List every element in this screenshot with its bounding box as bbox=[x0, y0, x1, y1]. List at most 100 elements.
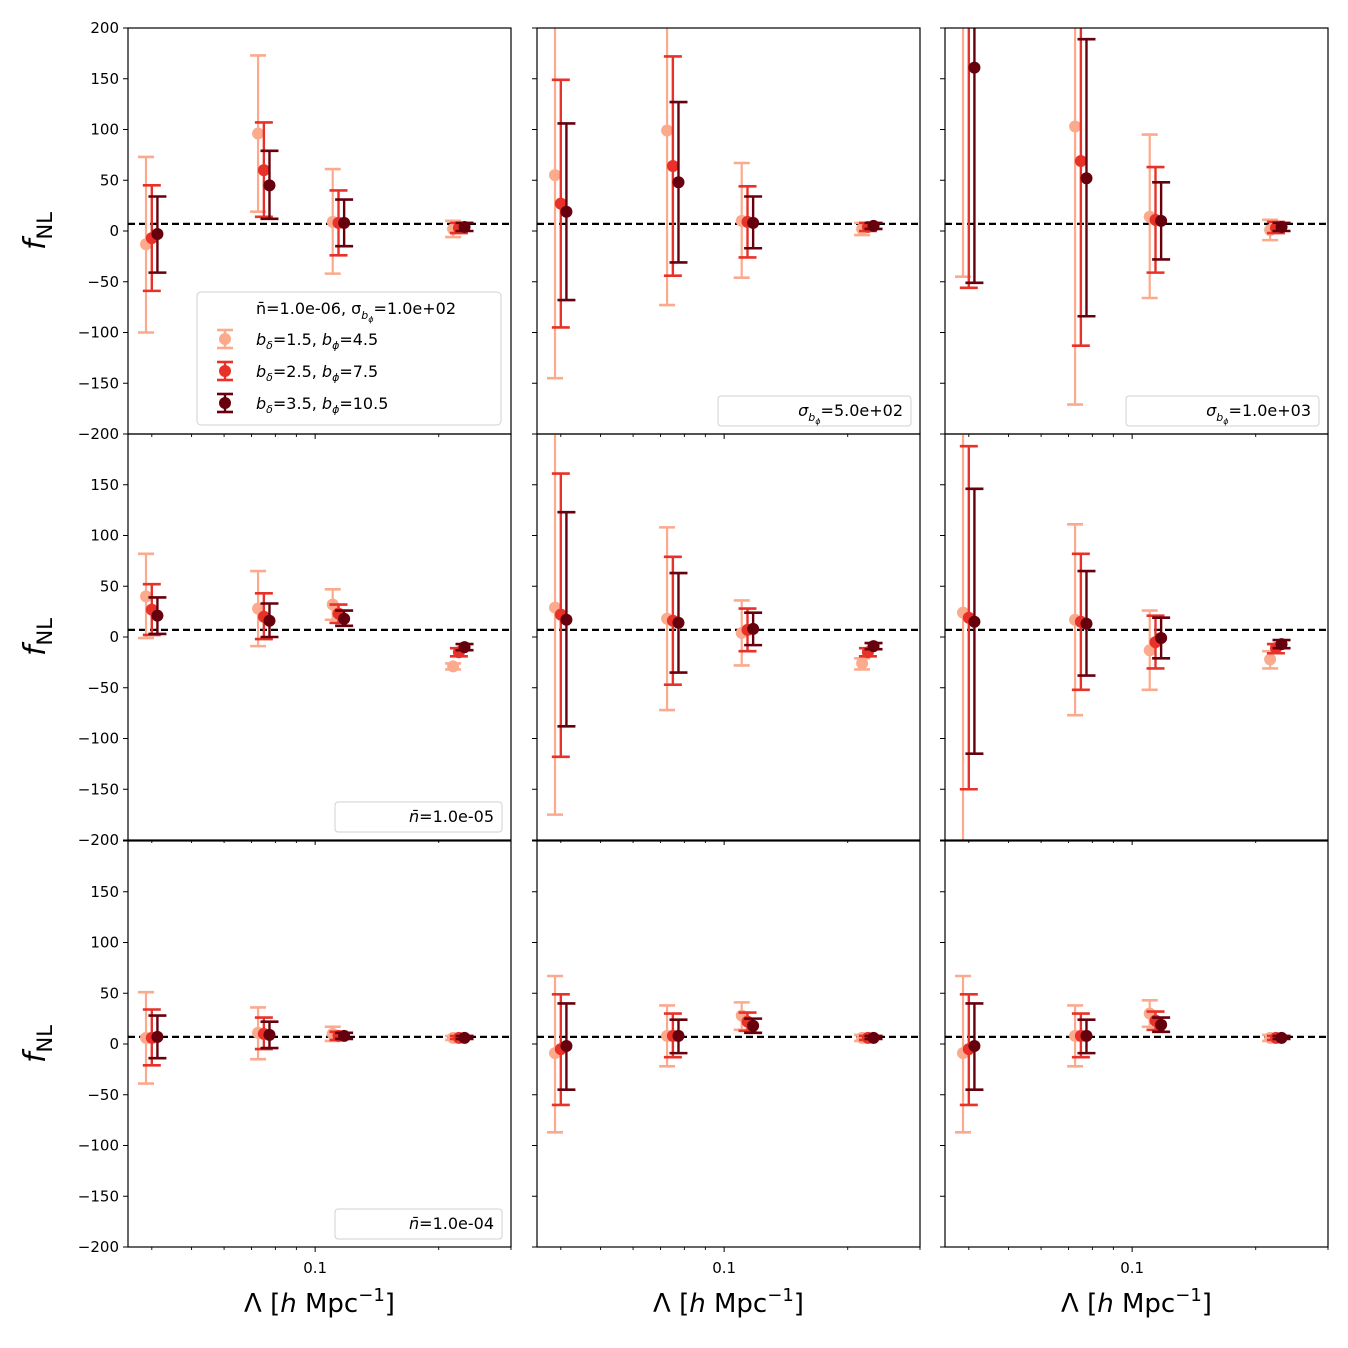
data-point bbox=[1069, 120, 1082, 133]
data-point bbox=[263, 1028, 276, 1041]
y-tick-label: −150 bbox=[78, 374, 119, 392]
sigma-subsubscript: ϕ bbox=[815, 417, 821, 426]
x-axis-label-unit: Mpc bbox=[1114, 1289, 1176, 1319]
sigma-symbol: σ bbox=[798, 401, 809, 420]
y-tick-label: −50 bbox=[87, 1086, 119, 1104]
x-axis-label-close: ] bbox=[1202, 1289, 1212, 1319]
data-point bbox=[747, 1019, 760, 1032]
y-tick-label: −100 bbox=[78, 730, 119, 748]
legend-b: b bbox=[256, 362, 266, 381]
data-point bbox=[963, 2, 975, 14]
panel-label-box bbox=[717, 395, 912, 427]
y-tick-label: 150 bbox=[90, 883, 119, 901]
data-point bbox=[263, 179, 276, 192]
data-point bbox=[560, 205, 573, 218]
panel-label: σbϕ=1.0e+03 bbox=[1206, 401, 1311, 426]
y-axis-label-sub: NL bbox=[33, 1025, 57, 1053]
data-point bbox=[867, 219, 880, 232]
y-tick-label: 0 bbox=[109, 628, 119, 646]
legend-b-phi-value: =4.5 bbox=[339, 330, 378, 349]
data-point bbox=[1275, 638, 1288, 651]
legend-delta-sub: δ bbox=[266, 339, 273, 352]
panel-r1-c2 bbox=[940, 433, 1329, 845]
y-axis-label-sub: NL bbox=[33, 212, 57, 240]
y-tick-label: 100 bbox=[90, 527, 119, 545]
legend-title: n̄=1.0e-06, σbϕ=1.0e+02 bbox=[256, 299, 456, 324]
x-axis-label-exponent: −1 bbox=[1175, 1285, 1202, 1306]
panel-r2-c0: −200 −150 −100 −50 0 50 100 150 0.1 n̄=1.0e-04 bbox=[78, 840, 512, 1277]
data-point bbox=[458, 220, 471, 233]
sigma-subscript: b bbox=[1216, 411, 1223, 424]
x-axis-label-unit: Mpc bbox=[706, 1289, 768, 1319]
y-tick-label: −50 bbox=[87, 679, 119, 697]
legend-b-delta-value: =2.5, bbox=[273, 362, 322, 381]
panel-r2-c2: 0.1 bbox=[940, 840, 1329, 1277]
panel-r2-c1: 0.1 bbox=[532, 840, 921, 1277]
panel-label-box bbox=[1125, 395, 1320, 427]
data-point bbox=[672, 616, 685, 629]
data-point bbox=[867, 640, 880, 653]
panel-r1-c1 bbox=[532, 433, 921, 845]
x-axis-label: Λ [h Mpc−1] bbox=[1061, 1285, 1212, 1319]
panel-label: n̄=1.0e-04 bbox=[409, 1214, 494, 1233]
y-axis-label: fNL bbox=[18, 618, 57, 656]
data-point bbox=[968, 61, 981, 74]
panel-marks bbox=[138, 54, 474, 334]
legend-marker-dot bbox=[219, 333, 231, 345]
data-point bbox=[1080, 1029, 1093, 1042]
data-point bbox=[747, 622, 760, 635]
legend-box bbox=[196, 291, 502, 426]
x-axis-label-lambda: Λ [ bbox=[244, 1289, 280, 1319]
nbar-symbol: n̄= bbox=[409, 807, 433, 826]
data-point bbox=[672, 176, 685, 189]
panel-frame bbox=[127, 840, 512, 1248]
y-tick-label: 100 bbox=[90, 121, 119, 139]
data-point bbox=[672, 1029, 685, 1042]
data-point bbox=[1074, 154, 1087, 167]
x-axis-label-unit: Mpc bbox=[297, 1289, 359, 1319]
panel-marks bbox=[138, 552, 474, 673]
x-axis-label-exponent: −1 bbox=[767, 1285, 794, 1306]
data-point bbox=[151, 228, 164, 241]
data-point bbox=[1275, 1031, 1288, 1044]
legend-marker-dot bbox=[219, 365, 231, 377]
panel-label-value: 1.0e-05 bbox=[433, 807, 494, 826]
legend-b: b bbox=[322, 394, 332, 413]
panel-label: n̄=1.0e-05 bbox=[409, 807, 494, 826]
sigma-symbol: σ bbox=[1206, 401, 1217, 420]
data-point bbox=[338, 612, 351, 625]
panel-r0-c1: σbϕ=5.0e+02 bbox=[532, 27, 921, 439]
y-tick-label: −100 bbox=[78, 324, 119, 342]
legend-delta-sub: δ bbox=[266, 403, 273, 416]
x-axis-label-lambda: Λ [ bbox=[653, 1289, 689, 1319]
data-point bbox=[458, 641, 471, 654]
x-axis-label-lambda: Λ [ bbox=[1061, 1289, 1097, 1319]
data-point bbox=[140, 590, 153, 603]
sigma-subscript: b bbox=[808, 411, 815, 424]
data-point bbox=[338, 216, 351, 229]
y-tick-label: 150 bbox=[90, 476, 119, 494]
data-point bbox=[1155, 632, 1168, 645]
panel-marks bbox=[547, 434, 883, 816]
data-point bbox=[1155, 1018, 1168, 1031]
data-point bbox=[867, 1031, 880, 1044]
x-tick-label: 0.1 bbox=[1120, 1259, 1144, 1277]
legend-title-sub: b bbox=[361, 309, 368, 322]
data-point bbox=[252, 127, 265, 140]
x-axis-label: Λ [h Mpc−1] bbox=[244, 1285, 395, 1319]
panel-label-box bbox=[334, 1208, 503, 1240]
x-axis-label-close: ] bbox=[794, 1289, 804, 1319]
legend-b: b bbox=[322, 330, 332, 349]
data-point bbox=[151, 609, 164, 622]
data-point bbox=[856, 657, 869, 670]
legend-b-phi-value: =7.5 bbox=[339, 362, 378, 381]
data-point bbox=[458, 1031, 471, 1044]
legend-delta-sub: δ bbox=[266, 371, 273, 384]
data-point bbox=[747, 216, 760, 229]
legend-entry-label: bδ=1.5, bϕ=4.5 bbox=[256, 330, 378, 352]
panel-label: σbϕ=5.0e+02 bbox=[798, 401, 903, 426]
x-axis-label-exponent: −1 bbox=[358, 1285, 385, 1306]
legend-b: b bbox=[256, 394, 266, 413]
y-tick-label: 0 bbox=[109, 1035, 119, 1053]
y-tick-label: −50 bbox=[87, 273, 119, 291]
